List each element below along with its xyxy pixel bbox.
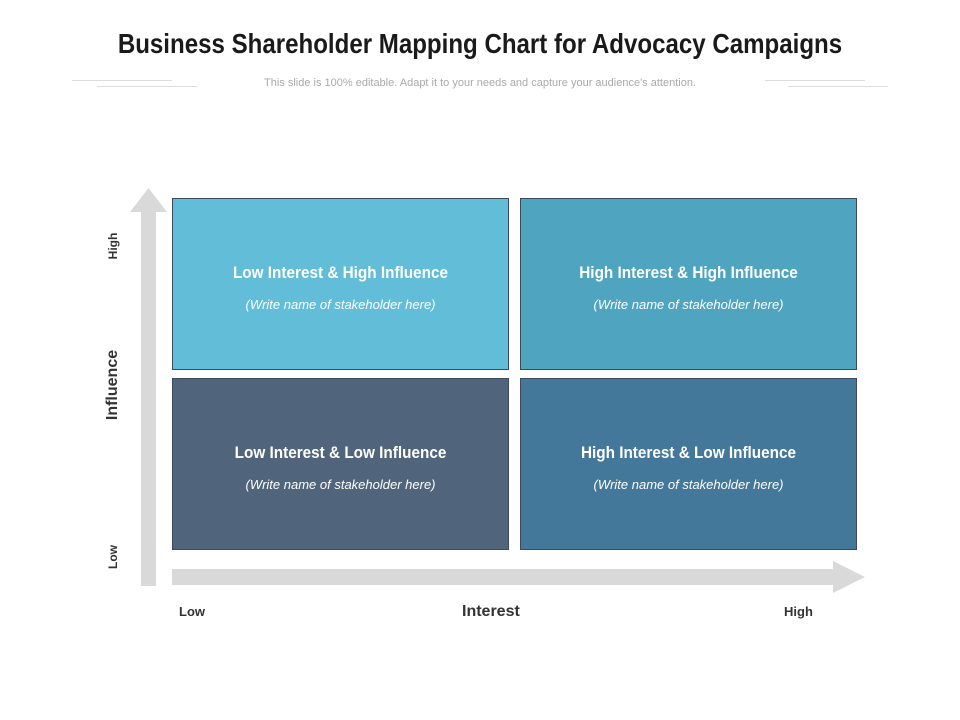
y-axis-label: Influence bbox=[104, 349, 121, 421]
x-axis-high-label: High bbox=[784, 604, 813, 619]
quadrant-title: Low Interest & High Influence bbox=[232, 263, 449, 282]
divider-line bbox=[97, 86, 197, 87]
quadrant-placeholder: (Write name of stakeholder here) bbox=[593, 477, 784, 492]
quadrant-placeholder: (Write name of stakeholder here) bbox=[245, 477, 436, 492]
quadrant-placeholder: (Write name of stakeholder here) bbox=[245, 297, 436, 312]
quadrant-low-interest-high-influence: Low Interest & High Influence (Write nam… bbox=[172, 198, 509, 370]
quadrant-high-interest-high-influence: High Interest & High Influence (Write na… bbox=[520, 198, 857, 370]
quadrant-low-interest-low-influence: Low Interest & Low Influence (Write name… bbox=[172, 378, 509, 550]
divider-line bbox=[72, 80, 172, 81]
y-axis-low-label: Low bbox=[106, 545, 120, 569]
quadrant-high-interest-low-influence: High Interest & Low Influence (Write nam… bbox=[520, 378, 857, 550]
x-axis-low-label: Low bbox=[179, 604, 205, 619]
page-title: Business Shareholder Mapping Chart for A… bbox=[117, 28, 843, 59]
influence-arrow bbox=[130, 188, 167, 586]
interest-arrow bbox=[172, 561, 865, 593]
divider-line bbox=[788, 86, 888, 87]
quadrant-title: High Interest & High Influence bbox=[579, 263, 798, 282]
quadrant-title: High Interest & Low Influence bbox=[580, 443, 797, 462]
x-axis-label: Interest bbox=[462, 603, 520, 620]
quadrant-placeholder: (Write name of stakeholder here) bbox=[593, 297, 784, 312]
y-axis-high-label: High bbox=[106, 232, 120, 260]
page-subtitle: This slide is 100% editable. Adapt it to… bbox=[264, 77, 696, 89]
divider-line bbox=[765, 80, 865, 81]
quadrant-title: Low Interest & Low Influence bbox=[234, 443, 447, 462]
